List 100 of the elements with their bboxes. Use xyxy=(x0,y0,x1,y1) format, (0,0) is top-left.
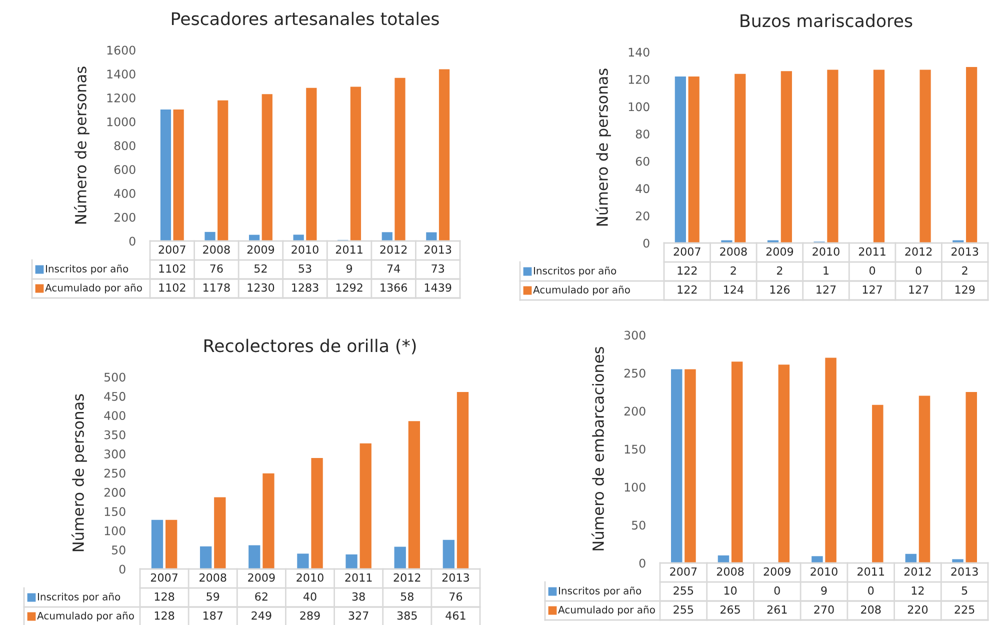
data-label: 1178 xyxy=(204,283,230,292)
y-tick-label: 200 xyxy=(624,406,646,416)
data-label: 59 xyxy=(206,592,220,601)
x-tick-label: 2011 xyxy=(345,573,372,582)
chart-title: Recolectores de orilla (*) xyxy=(204,338,416,354)
bar xyxy=(382,232,392,241)
y-tick-label: 50 xyxy=(632,520,646,530)
y-tick-label: 300 xyxy=(104,450,126,458)
x-tick-label: 2008 xyxy=(203,245,230,254)
y-tick-label: 140 xyxy=(628,48,650,57)
bar xyxy=(920,70,931,243)
data-label: 0 xyxy=(916,266,922,275)
bar xyxy=(394,78,406,241)
x-tick-label: 2007 xyxy=(158,245,186,254)
data-label: 76 xyxy=(450,592,462,601)
data-label: 76 xyxy=(210,264,223,273)
y-tick-label: 450 xyxy=(104,392,126,401)
data-label: 265 xyxy=(720,605,740,614)
x-tick-label: 2011 xyxy=(336,245,362,254)
bar xyxy=(394,546,406,569)
bar xyxy=(408,421,420,569)
chart-title: Buzos mariscadores xyxy=(740,14,912,28)
data-label: 38 xyxy=(352,592,365,601)
bar xyxy=(204,232,216,241)
legend-label: Acumulado por año xyxy=(37,612,134,622)
bar xyxy=(966,392,977,563)
bar xyxy=(825,358,836,563)
data-label: 1 xyxy=(824,266,829,275)
data-label: 225 xyxy=(954,605,974,614)
bar xyxy=(952,559,964,563)
chart-title: Pescadores artesanales totales xyxy=(172,12,439,26)
data-label: 261 xyxy=(767,605,787,614)
x-tick-label: 2007 xyxy=(150,573,178,582)
data-label: 12 xyxy=(912,586,924,595)
y-tick-label: 0 xyxy=(119,564,126,574)
bar xyxy=(346,554,358,569)
bar xyxy=(426,232,437,241)
data-label: 2 xyxy=(730,266,736,275)
x-tick-label: 2011 xyxy=(858,247,886,256)
x-tick-label: 2010 xyxy=(292,245,318,254)
data-label: 9 xyxy=(821,586,827,595)
data-label: 2 xyxy=(962,266,968,275)
bar xyxy=(151,520,164,569)
bar xyxy=(456,392,469,569)
x-tick-label: 2010 xyxy=(812,247,840,256)
data-label: 1292 xyxy=(336,283,362,292)
bar xyxy=(905,554,917,563)
bar xyxy=(812,556,823,563)
data-label: 255 xyxy=(674,586,694,595)
x-tick-label: 2008 xyxy=(200,573,226,582)
data-label: 208 xyxy=(861,605,881,614)
y-tick-label: 60 xyxy=(636,156,650,166)
data-label: 270 xyxy=(814,605,834,614)
data-label: 0 xyxy=(869,266,876,275)
bar xyxy=(297,554,309,569)
y-tick-label: 300 xyxy=(624,330,646,340)
data-label: 124 xyxy=(724,285,744,294)
data-label: 1230 xyxy=(248,283,274,292)
y-tick-label: 1600 xyxy=(107,46,136,55)
y-tick-label: 0 xyxy=(643,238,650,248)
x-tick-label: 2007 xyxy=(674,247,700,256)
x-tick-label: 2012 xyxy=(905,247,932,256)
bar xyxy=(350,86,362,241)
bar xyxy=(674,76,686,243)
data-label: 0 xyxy=(868,586,874,595)
y-tick-label: 150 xyxy=(104,507,126,516)
bar xyxy=(293,234,304,241)
bar xyxy=(873,70,885,243)
bar xyxy=(438,69,450,241)
x-tick-label: 2008 xyxy=(720,247,747,256)
y-tick-label: 40 xyxy=(636,184,650,194)
y-tick-label: 250 xyxy=(104,468,126,478)
data-label: 122 xyxy=(678,285,697,294)
data-label: 1102 xyxy=(159,283,186,292)
x-tick-label: 2009 xyxy=(766,247,794,256)
legend-label: Inscritos por año xyxy=(38,592,120,602)
x-tick-label: 2013 xyxy=(952,247,978,256)
legend-label: Acumulado por año xyxy=(533,286,630,296)
data-label: 1366 xyxy=(380,283,408,292)
x-tick-label: 2009 xyxy=(248,573,275,582)
legend-label: Inscritos por año xyxy=(534,266,616,276)
y-tick-label: 500 xyxy=(104,372,126,382)
data-label: 127 xyxy=(862,285,882,294)
x-tick-label: 2013 xyxy=(951,567,978,576)
bar xyxy=(966,67,978,243)
y-tick-label: 800 xyxy=(114,141,136,150)
bar xyxy=(688,76,700,243)
bar xyxy=(684,369,696,563)
data-label: 10 xyxy=(724,586,737,595)
y-tick-label: 150 xyxy=(624,444,646,454)
data-label: 2 xyxy=(776,266,782,275)
y-tick-label: 100 xyxy=(628,102,650,112)
y-tick-label: 1200 xyxy=(107,93,136,102)
x-tick-label: 2010 xyxy=(810,567,838,576)
legend-label: Acumulado por año xyxy=(558,606,655,616)
y-tick-label: 600 xyxy=(114,165,136,174)
data-label: 74 xyxy=(387,264,400,273)
y-tick-label: 1400 xyxy=(107,70,136,79)
x-tick-label: 2013 xyxy=(424,245,452,254)
bar xyxy=(262,473,274,569)
